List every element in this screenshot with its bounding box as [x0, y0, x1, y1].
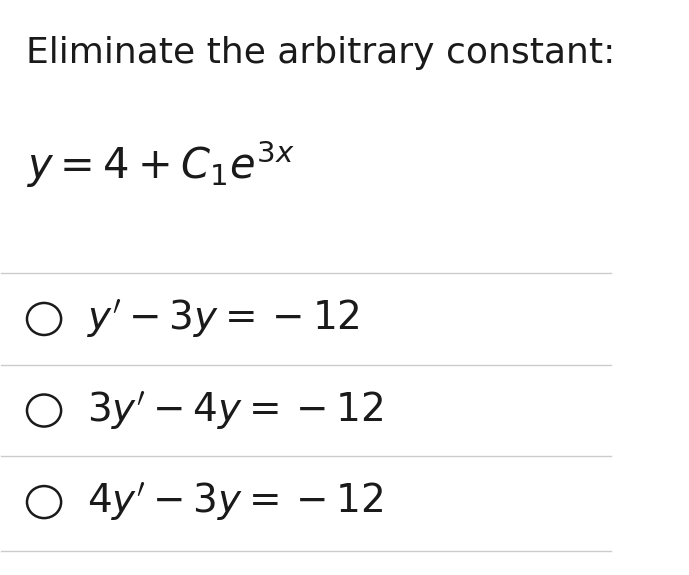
- Text: $4y' - 3y = -12$: $4y' - 3y = -12$: [87, 481, 383, 523]
- Text: $y = 4 + C_1 e^{3x}$: $y = 4 + C_1 e^{3x}$: [25, 139, 294, 190]
- Text: Eliminate the arbitrary constant:: Eliminate the arbitrary constant:: [25, 36, 615, 70]
- Text: $y' - 3y = -12$: $y' - 3y = -12$: [87, 298, 360, 340]
- Text: $3y' - 4y = -12$: $3y' - 4y = -12$: [87, 389, 383, 432]
